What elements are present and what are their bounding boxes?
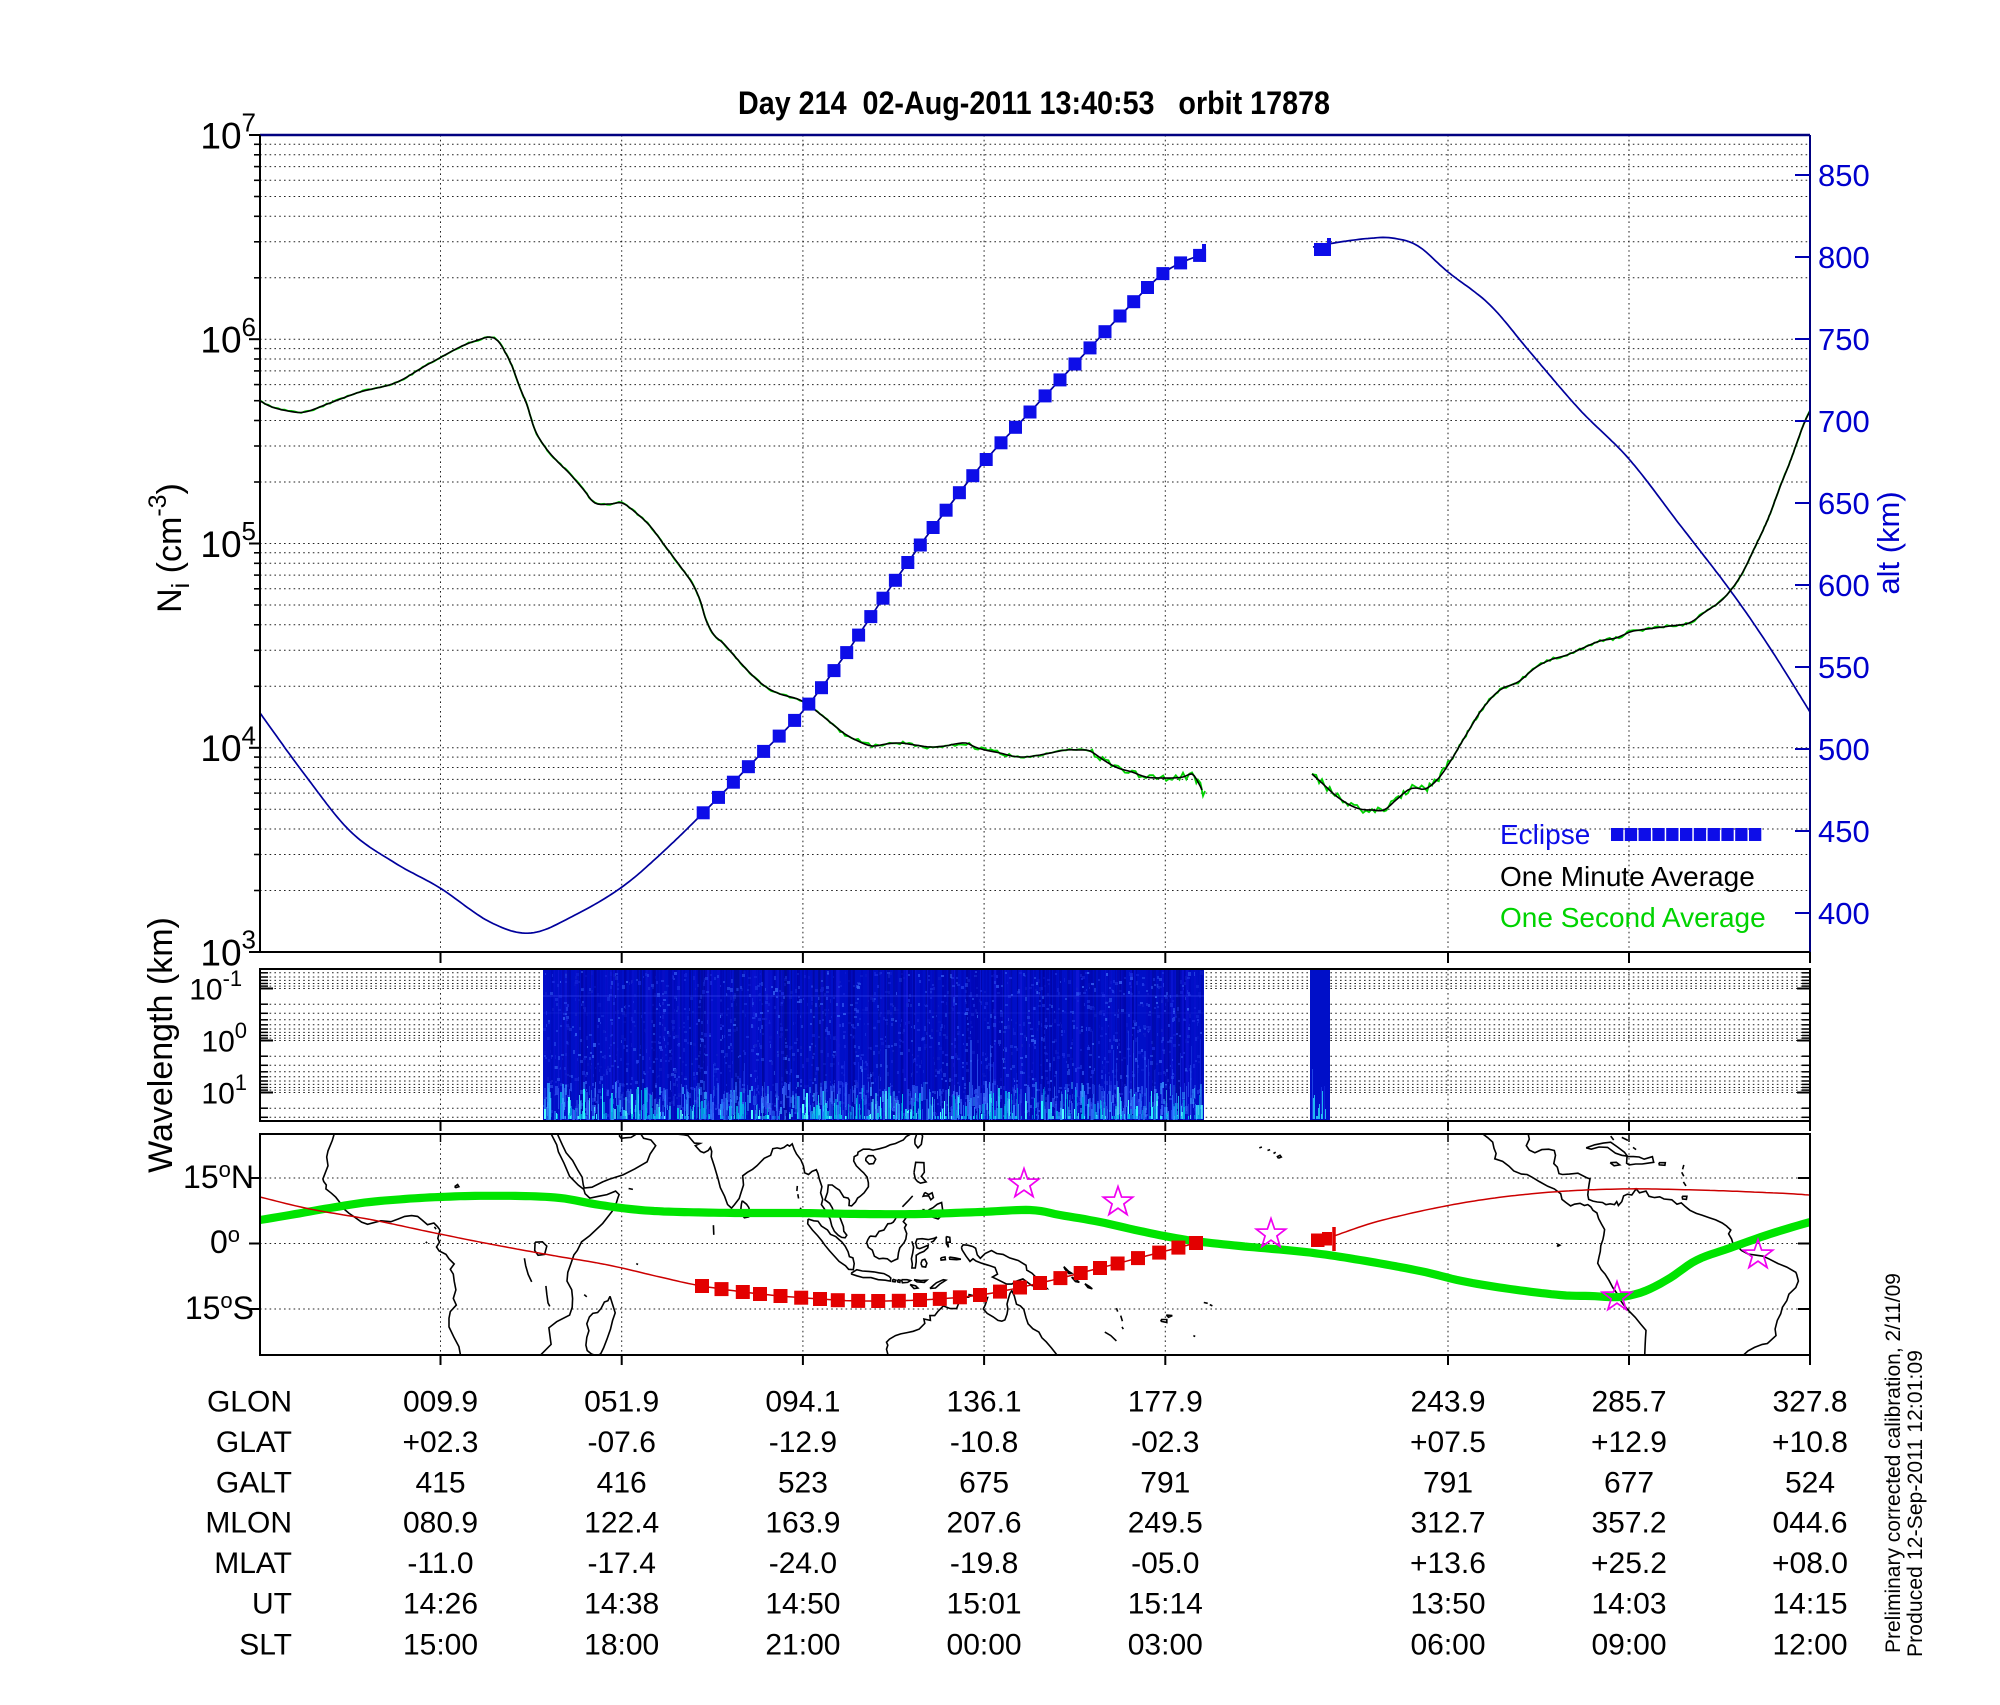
svg-text:249.5: 249.5 xyxy=(1128,1507,1203,1540)
svg-text:One Second Average: One Second Average xyxy=(1500,902,1766,933)
svg-text:00:00: 00:00 xyxy=(947,1629,1022,1662)
svg-text:03:00: 03:00 xyxy=(1128,1629,1203,1662)
svg-text:675: 675 xyxy=(959,1467,1009,1500)
svg-text:alt (km): alt (km) xyxy=(1871,491,1906,594)
svg-text:800: 800 xyxy=(1818,240,1870,275)
svg-text:550: 550 xyxy=(1818,650,1870,685)
svg-text:13:50: 13:50 xyxy=(1410,1588,1485,1621)
svg-text:600: 600 xyxy=(1818,568,1870,603)
svg-text:+25.2: +25.2 xyxy=(1591,1547,1667,1580)
svg-text:Preliminary corrected calibrat: Preliminary corrected calibration, 2/11/… xyxy=(1882,1273,1905,1653)
svg-text:Produced 12-Sep-2011 12:01:09: Produced 12-Sep-2011 12:01:09 xyxy=(1904,1350,1927,1657)
svg-text:524: 524 xyxy=(1785,1467,1835,1500)
svg-text:+12.9: +12.9 xyxy=(1591,1426,1667,1459)
svg-text:850: 850 xyxy=(1818,158,1870,193)
svg-text:285.7: 285.7 xyxy=(1591,1386,1666,1419)
svg-text:791: 791 xyxy=(1140,1467,1190,1500)
svg-text:-12.9: -12.9 xyxy=(769,1426,837,1459)
svg-text:14:50: 14:50 xyxy=(765,1588,840,1621)
svg-text:+07.5: +07.5 xyxy=(1410,1426,1486,1459)
svg-text:-11.0: -11.0 xyxy=(407,1547,473,1580)
svg-text:15:14: 15:14 xyxy=(1128,1588,1203,1621)
svg-text:One Minute Average: One Minute Average xyxy=(1500,861,1755,892)
svg-text:163.9: 163.9 xyxy=(765,1507,840,1540)
svg-text:-17.4: -17.4 xyxy=(588,1547,656,1580)
svg-text:-19.8: -19.8 xyxy=(950,1547,1018,1580)
svg-text:14:15: 14:15 xyxy=(1772,1588,1847,1621)
svg-text:12:00: 12:00 xyxy=(1772,1629,1847,1662)
svg-text:177.9: 177.9 xyxy=(1128,1386,1203,1419)
svg-text:327.8: 327.8 xyxy=(1772,1386,1847,1419)
svg-text:15oN: 15oN xyxy=(183,1157,254,1195)
svg-text:Wavelength (km): Wavelength (km) xyxy=(142,917,180,1173)
svg-text:-07.6: -07.6 xyxy=(588,1426,656,1459)
svg-text:415: 415 xyxy=(415,1467,465,1500)
svg-text:051.9: 051.9 xyxy=(584,1386,659,1419)
svg-text:700: 700 xyxy=(1818,404,1870,439)
svg-text:MLON: MLON xyxy=(205,1507,292,1540)
svg-text:080.9: 080.9 xyxy=(403,1507,478,1540)
svg-text:100: 100 xyxy=(201,1018,247,1059)
svg-text:15oS: 15oS xyxy=(185,1288,254,1326)
svg-text:122.4: 122.4 xyxy=(584,1507,659,1540)
svg-text:094.1: 094.1 xyxy=(765,1386,840,1419)
svg-text:-02.3: -02.3 xyxy=(1131,1426,1199,1459)
svg-text:523: 523 xyxy=(778,1467,828,1500)
svg-text:GLON: GLON xyxy=(207,1386,292,1419)
svg-text:104: 104 xyxy=(200,720,256,769)
svg-text:357.2: 357.2 xyxy=(1591,1507,1666,1540)
svg-text:791: 791 xyxy=(1423,1467,1473,1500)
svg-text:136.1: 136.1 xyxy=(947,1386,1022,1419)
svg-text:15:00: 15:00 xyxy=(403,1629,478,1662)
svg-text:Eclipse: Eclipse xyxy=(1500,819,1590,850)
svg-text:312.7: 312.7 xyxy=(1410,1507,1485,1540)
svg-text:UT: UT xyxy=(252,1588,292,1621)
svg-text:15:01: 15:01 xyxy=(947,1588,1022,1621)
svg-text:GALT: GALT xyxy=(216,1467,292,1500)
svg-text:14:03: 14:03 xyxy=(1591,1588,1666,1621)
svg-text:+02.3: +02.3 xyxy=(403,1426,479,1459)
svg-text:-05.0: -05.0 xyxy=(1131,1547,1199,1580)
svg-text:09:00: 09:00 xyxy=(1591,1629,1666,1662)
svg-text:-24.0: -24.0 xyxy=(769,1547,837,1580)
svg-text:14:38: 14:38 xyxy=(584,1588,659,1621)
svg-text:+13.6: +13.6 xyxy=(1410,1547,1486,1580)
svg-text:677: 677 xyxy=(1604,1467,1654,1500)
svg-text:207.6: 207.6 xyxy=(947,1507,1022,1540)
svg-text:416: 416 xyxy=(597,1467,647,1500)
svg-text:SLT: SLT xyxy=(239,1629,292,1662)
svg-text:450: 450 xyxy=(1818,814,1870,849)
svg-text:009.9: 009.9 xyxy=(403,1386,478,1419)
svg-text:Ni (cm-3): Ni (cm-3) xyxy=(144,483,195,613)
svg-text:750: 750 xyxy=(1818,322,1870,357)
svg-text:+10.8: +10.8 xyxy=(1772,1426,1848,1459)
svg-text:14:26: 14:26 xyxy=(403,1588,478,1621)
svg-text:-10.8: -10.8 xyxy=(950,1426,1018,1459)
svg-text:+08.0: +08.0 xyxy=(1772,1547,1848,1580)
svg-text:21:00: 21:00 xyxy=(765,1629,840,1662)
svg-text:500: 500 xyxy=(1818,732,1870,767)
svg-text:GLAT: GLAT xyxy=(216,1426,292,1459)
svg-text:MLAT: MLAT xyxy=(214,1547,292,1580)
svg-text:18:00: 18:00 xyxy=(584,1629,659,1662)
svg-text:400: 400 xyxy=(1818,896,1870,931)
svg-text:Day 214 02-Aug-2011 13:40:53: Day 214 02-Aug-2011 13:40:53 orbit 17878 xyxy=(738,85,1330,121)
svg-text:06:00: 06:00 xyxy=(1410,1629,1485,1662)
svg-text:650: 650 xyxy=(1818,486,1870,521)
svg-text:243.9: 243.9 xyxy=(1410,1386,1485,1419)
svg-text:044.6: 044.6 xyxy=(1772,1507,1847,1540)
